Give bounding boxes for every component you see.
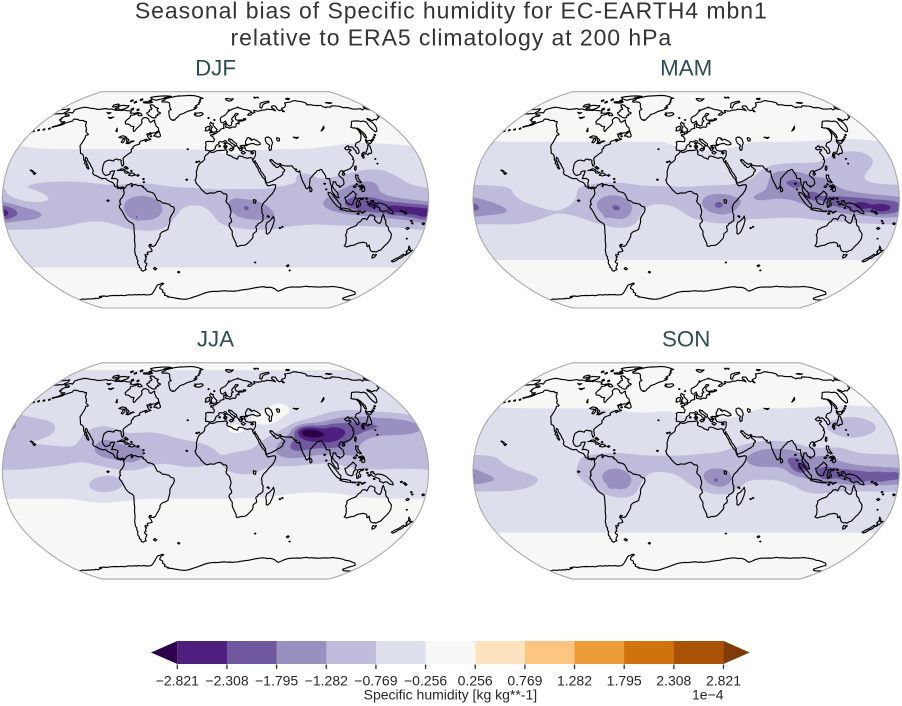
svg-text:−2.308: −2.308 (205, 673, 248, 689)
svg-text:2.821: 2.821 (706, 673, 741, 689)
svg-text:DJF: DJF (195, 56, 236, 81)
svg-text:−1.282: −1.282 (305, 673, 348, 689)
svg-text:1.795: 1.795 (607, 673, 642, 689)
svg-text:−0.769: −0.769 (354, 673, 397, 689)
svg-text:0.256: 0.256 (458, 673, 493, 689)
svg-text:−0.256: −0.256 (404, 673, 447, 689)
svg-text:−1.795: −1.795 (255, 673, 298, 689)
svg-text:SON: SON (662, 327, 710, 352)
svg-text:−2.821: −2.821 (156, 673, 199, 689)
svg-text:1.282: 1.282 (557, 673, 592, 689)
svg-text:1e−4: 1e−4 (692, 687, 724, 703)
svg-text:JJA: JJA (197, 327, 234, 352)
svg-text:Specific humidity [kg kg**-1]: Specific humidity [kg kg**-1] (364, 687, 538, 703)
svg-text:2.308: 2.308 (656, 673, 691, 689)
svg-text:Seasonal bias of Specific humi: Seasonal bias of Specific humidity for E… (135, 0, 768, 24)
svg-text:0.769: 0.769 (507, 673, 542, 689)
svg-text:relative to ERA5 climatology a: relative to ERA5 climatology at 200 hPa (231, 24, 673, 50)
svg-text:MAM: MAM (660, 56, 712, 81)
